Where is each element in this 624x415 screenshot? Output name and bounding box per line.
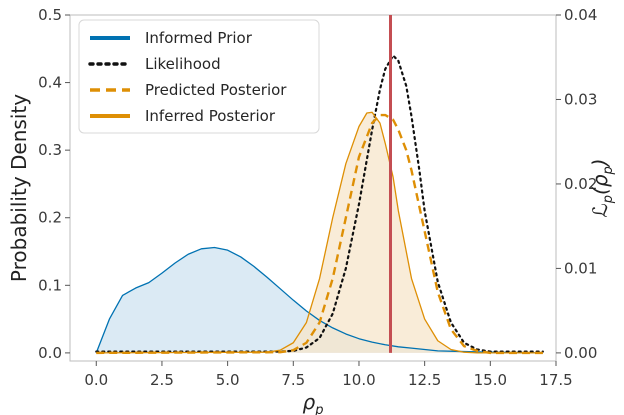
subscript: p — [314, 403, 323, 415]
x-tick-label: 7.5 — [281, 371, 305, 389]
y2-tick-label: 0.00 — [564, 344, 597, 362]
y-tick-label: 0.4 — [38, 74, 62, 92]
y-tick-label: 0.1 — [38, 276, 62, 294]
y-tick-label: 0.5 — [38, 6, 62, 24]
y2-tick-label: 0.03 — [564, 90, 597, 108]
x-tick-label: 10.0 — [342, 371, 375, 389]
x-tick-label: 15.0 — [474, 371, 507, 389]
x-tick-label: 12.5 — [408, 371, 441, 389]
x-axis-title: ρp​ — [303, 390, 324, 415]
legend-label-predicted-posterior: Predicted Posterior — [145, 81, 287, 99]
axis-ticks: 0.0 2.5 5.0 7.5 10.0 12.5 15.0 17.5 0.0 0.1 0.2 0.3… — [38, 6, 597, 389]
legend-label-inferred-posterior: Inferred Posterior — [145, 107, 276, 125]
x-tick-label: 5.0 — [216, 371, 240, 389]
y-tick-label: 0.3 — [38, 141, 62, 159]
y2-tick-label: 0.02 — [564, 175, 597, 193]
x-tick-label: 0.0 — [84, 371, 108, 389]
y2-tick-label: 0.04 — [564, 6, 597, 24]
series-fills — [96, 112, 543, 353]
label-text: ρ — [303, 390, 316, 414]
series-lines — [95, 54, 544, 355]
y2-axis-title: ℒp​(ρp​) — [588, 158, 616, 217]
series-line-informed-prior — [95, 246, 543, 354]
label-text: (ρ — [588, 174, 612, 195]
y-tick-label: 0.2 — [38, 209, 62, 227]
series-fill-informed-prior — [96, 247, 543, 353]
legend-label-informed-prior: Informed Prior — [145, 29, 253, 47]
series-line-predicted-posterior — [96, 113, 543, 355]
x-tick-label: 17.5 — [539, 371, 572, 389]
series-line-inferred-posterior — [96, 111, 543, 354]
series-line-likelihood — [95, 54, 544, 353]
legend-box — [78, 19, 320, 134]
series-fill-inferred-posterior — [96, 112, 543, 353]
legend: Informed Prior Likelihood Predicted Poster… — [78, 19, 320, 134]
label-text: ℒ — [588, 203, 612, 217]
label-text: ) — [588, 158, 612, 168]
x-tick-label: 2.5 — [150, 371, 174, 389]
y-tick-label: 0.0 — [38, 344, 62, 362]
subscript: p — [601, 195, 616, 204]
y2-tick-label: 0.01 — [564, 259, 597, 277]
plot-border — [69, 14, 557, 362]
subscript: p — [601, 166, 616, 175]
legend-label-likelihood: Likelihood — [145, 55, 221, 73]
y-axis-title: Probability Density — [7, 94, 31, 282]
plot-frame — [69, 14, 557, 362]
